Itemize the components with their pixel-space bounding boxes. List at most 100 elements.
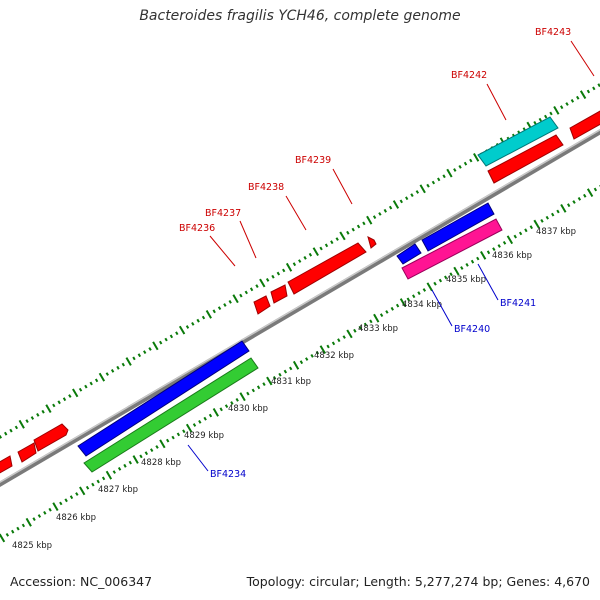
gene-label[interactable]: BF4238: [248, 182, 284, 193]
minor-tick: [16, 526, 20, 531]
gene-label[interactable]: BF4237: [205, 208, 241, 219]
minor-tick: [289, 366, 293, 371]
major-tick: [446, 168, 453, 178]
gene-label[interactable]: BF4240: [454, 324, 490, 335]
major-tick: [132, 455, 139, 464]
minor-tick: [346, 230, 350, 235]
major-tick: [319, 345, 326, 355]
minor-tick: [351, 227, 355, 232]
minor-tick: [155, 445, 159, 449]
major-tick: [159, 439, 166, 449]
gene-arrow[interactable]: [270, 284, 288, 304]
minor-tick: [372, 215, 377, 219]
minor-tick: [417, 291, 421, 295]
gene-label[interactable]: BF4236: [179, 223, 215, 234]
gene-label[interactable]: BF4234: [210, 469, 246, 480]
minor-tick: [251, 388, 255, 393]
gene-arrow[interactable]: [287, 242, 367, 295]
minor-tick: [166, 438, 170, 443]
gene-arrow[interactable]: [253, 295, 271, 315]
minor-tick: [9, 428, 13, 433]
gene-arrow[interactable]: [33, 423, 69, 452]
tick-label: 4836 kbp: [492, 251, 532, 261]
major-tick: [285, 262, 293, 272]
minor-tick: [272, 375, 277, 380]
minor-tick: [249, 287, 254, 292]
minor-tick: [308, 252, 313, 257]
minor-tick: [110, 369, 115, 373]
minor-tick: [463, 161, 468, 166]
tick-label: 4834 kbp: [402, 300, 442, 310]
minor-tick: [64, 498, 68, 503]
major-tick: [292, 360, 300, 370]
minor-tick: [449, 272, 453, 277]
gene-arrow[interactable]: [77, 340, 250, 457]
gene-arrow[interactable]: [367, 236, 377, 249]
minor-tick: [549, 111, 553, 116]
major-tick: [125, 357, 132, 366]
minor-tick: [37, 514, 42, 518]
gene-arrow[interactable]: [83, 357, 259, 473]
gene-label[interactable]: BF4239: [295, 155, 331, 166]
minor-tick: [123, 463, 127, 468]
minor-tick: [185, 325, 190, 329]
minor-tick: [415, 190, 420, 194]
major-tick: [579, 90, 587, 100]
minor-tick: [324, 243, 329, 248]
tick-label: 4831 kbp: [271, 377, 311, 387]
gene-arrow[interactable]: [569, 110, 600, 140]
gene-leader-line: [239, 220, 257, 259]
minor-tick: [196, 318, 200, 323]
minor-tick: [182, 429, 186, 434]
major-tick: [392, 200, 400, 209]
gene-arrow[interactable]: [477, 116, 559, 167]
tick-label: 4825 kbp: [12, 541, 52, 551]
major-tick: [553, 105, 560, 115]
minor-tick: [265, 277, 270, 282]
minor-tick: [406, 297, 410, 302]
minor-tick: [544, 114, 548, 119]
genome-backbone-highlight: [0, 129, 600, 483]
gene-arrow[interactable]: [421, 202, 495, 252]
gene-arrow[interactable]: [487, 134, 564, 184]
major-tick: [373, 313, 380, 323]
minor-tick: [310, 354, 314, 358]
gene-arrow[interactable]: [17, 442, 37, 463]
minor-tick: [230, 401, 234, 405]
gene-label[interactable]: BF4241: [500, 298, 536, 309]
minor-tick: [315, 350, 320, 355]
tick-label: 4835 kbp: [446, 275, 486, 285]
minor-tick: [319, 246, 323, 251]
minor-tick: [358, 325, 362, 330]
gene-label[interactable]: BF4242: [451, 70, 487, 81]
minor-tick: [212, 309, 216, 314]
minor-tick: [271, 274, 275, 279]
minor-tick: [283, 369, 288, 374]
major-tick: [419, 184, 426, 194]
minor-tick: [105, 372, 109, 376]
minor-tick: [144, 451, 149, 456]
major-tick: [205, 310, 212, 319]
minor-tick: [331, 341, 336, 346]
minor-tick: [139, 454, 143, 459]
minor-tick: [132, 356, 136, 361]
minor-tick: [410, 193, 414, 197]
major-tick: [72, 388, 79, 398]
gene-arrow[interactable]: [401, 218, 503, 280]
minor-tick: [11, 529, 15, 534]
major-tick: [52, 502, 59, 511]
minor-tick: [486, 250, 491, 255]
minor-tick: [586, 89, 591, 94]
major-tick: [533, 219, 540, 229]
inner-tick-track: [0, 185, 600, 543]
gene-arrow[interactable]: [0, 455, 13, 474]
minor-tick: [121, 362, 125, 367]
minor-tick: [540, 219, 544, 223]
gene-label[interactable]: BF4243: [535, 27, 571, 38]
topology-text: Topology: circular; Length: 5,277,274 bp…: [246, 574, 590, 589]
minor-tick: [68, 394, 72, 398]
gene-arrow[interactable]: [396, 243, 422, 265]
map-title: Bacteroides fragilis YCH46, complete gen…: [139, 8, 461, 24]
minor-tick: [143, 350, 147, 354]
minor-tick: [101, 476, 106, 481]
